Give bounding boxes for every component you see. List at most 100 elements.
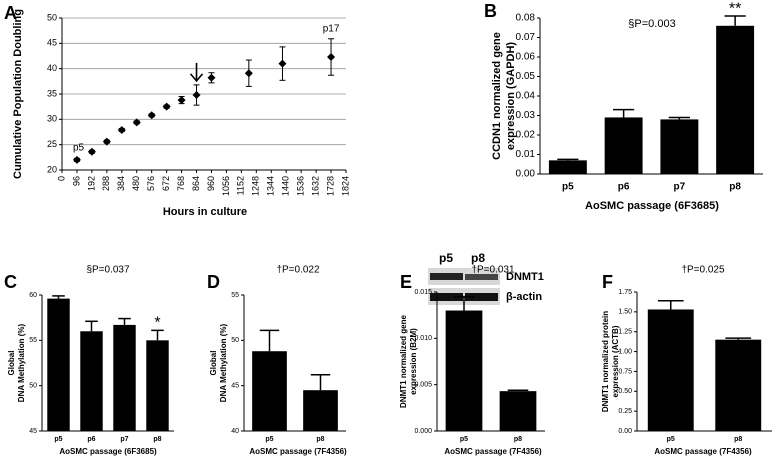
x-tick-label: 1728 xyxy=(325,176,335,196)
bar xyxy=(604,117,643,174)
x-tick-label: p5 xyxy=(265,436,273,443)
x-tick-label: 1152 xyxy=(236,176,246,195)
y-axis-label: DNMT1 normalized gene xyxy=(399,315,408,408)
data-point xyxy=(207,73,216,82)
panel: F †P=0.025 DNMT1 normalized protein express… xyxy=(601,265,772,456)
y-tick-label: 55 xyxy=(29,337,37,344)
y-axis-label: DNA Methylation (%) xyxy=(17,323,26,402)
x-tick-label: 960 xyxy=(206,176,216,191)
x-tick-label: p6 xyxy=(87,436,95,443)
x-tick-label: 1440 xyxy=(281,176,291,196)
y-tick-label: 20 xyxy=(47,164,57,174)
y-tick-label: 45 xyxy=(47,38,57,48)
y-tick-label: 50 xyxy=(47,12,57,22)
y-tick-label: 25 xyxy=(47,139,57,149)
x-tick-label: p5 xyxy=(562,182,574,193)
blot-band xyxy=(465,274,498,280)
data-point xyxy=(72,155,81,164)
chart-title: †P=0.022 xyxy=(276,265,320,276)
y-tick-label: 1.50 xyxy=(618,309,632,316)
data-point xyxy=(192,91,201,100)
y-tick-label: 1.75 xyxy=(618,289,632,296)
y-tick-label: 60 xyxy=(29,292,37,299)
x-tick-label: p8 xyxy=(316,436,324,443)
y-tick-label: 0.00 xyxy=(516,169,536,180)
bar xyxy=(47,298,70,431)
x-tick-label: p8 xyxy=(729,182,741,193)
data-point xyxy=(132,118,141,127)
y-tick-label: 1.25 xyxy=(618,329,632,336)
blot-band xyxy=(465,293,498,301)
x-tick-label: 288 xyxy=(101,176,111,191)
y-axis-label: Cumulative Population Doubling xyxy=(12,9,24,179)
y-tick-label: 0.05 xyxy=(516,71,536,82)
annotation: p5 xyxy=(73,143,85,154)
x-tick-label: 384 xyxy=(116,176,126,191)
panel: D †P=0.022 Global DNA Methylation (%) AoSMC … xyxy=(207,265,347,456)
y-axis-label: CCDN1 normalized gene xyxy=(491,32,503,160)
panel-letter: F xyxy=(602,272,613,292)
panel-letter: A xyxy=(4,3,17,23)
panel: C §P=0.037 Global DNA Methylation (%) AoSMC … xyxy=(4,265,174,456)
y-tick-label: 35 xyxy=(47,88,57,98)
y-tick-label: 45 xyxy=(29,428,37,435)
y-tick-label: 50 xyxy=(29,383,37,390)
panel-letter: B xyxy=(484,1,497,21)
data-point xyxy=(147,111,156,120)
bar xyxy=(146,340,169,431)
chart-title: †P=0.031 xyxy=(471,265,515,276)
x-tick-label: 864 xyxy=(191,176,201,191)
x-tick-label: p6 xyxy=(618,182,630,193)
panel-letter: D xyxy=(207,272,220,292)
y-tick-label: 0.00 xyxy=(618,428,632,435)
panel: E †P=0.031 DNMT1 normalized gene expression… xyxy=(399,265,545,456)
x-tick-label: 1536 xyxy=(296,176,306,196)
x-tick-label: p5 xyxy=(54,436,62,443)
y-tick-label: 0.010 xyxy=(414,335,432,342)
bar xyxy=(252,351,287,431)
y-axis-label: expression (GAPDH) xyxy=(505,42,517,151)
y-tick-label: 0.07 xyxy=(516,32,536,43)
data-point xyxy=(102,137,111,146)
y-tick-label: 0.08 xyxy=(516,13,536,24)
x-tick-label: 0 xyxy=(56,176,66,181)
bar xyxy=(80,331,103,431)
x-tick-label: 1632 xyxy=(310,176,320,196)
y-tick-label: 0.01 xyxy=(516,149,536,160)
x-tick-label: p7 xyxy=(120,436,128,443)
x-axis-label: AoSMC passage (6F3685) xyxy=(585,200,719,212)
panel-letter: C xyxy=(4,272,17,292)
y-tick-label: 55 xyxy=(231,292,239,299)
chart-title: †P=0.025 xyxy=(681,265,725,276)
y-tick-label: 0.50 xyxy=(618,388,632,395)
bar xyxy=(548,160,587,174)
data-point xyxy=(162,102,171,111)
y-axis-label: expression (B2M) xyxy=(409,328,418,395)
bar xyxy=(660,119,699,174)
x-tick-label: p8 xyxy=(153,436,161,443)
data-point xyxy=(278,59,287,68)
significance-label: ** xyxy=(729,0,741,17)
blot-band xyxy=(430,293,463,301)
blot-row-label: DNMT1 xyxy=(506,271,544,283)
x-tick-label: 1344 xyxy=(266,176,276,196)
y-tick-label: 0.02 xyxy=(516,130,536,141)
y-tick-label: 0.75 xyxy=(618,368,632,375)
x-tick-label: 192 xyxy=(86,176,96,191)
bar xyxy=(303,390,338,431)
bar xyxy=(647,309,694,431)
x-tick-label: 576 xyxy=(146,176,156,191)
y-axis-label: expression (ACTB) xyxy=(611,325,620,397)
x-tick-label: 96 xyxy=(71,176,81,186)
y-tick-label: 30 xyxy=(47,114,57,124)
y-tick-label: 0.06 xyxy=(516,52,536,63)
x-axis-label: Hours in culture xyxy=(163,206,247,218)
chart-title: §P=0.037 xyxy=(86,265,130,276)
y-tick-label: 0.000 xyxy=(414,428,432,435)
western-blot: p5 p8 DNMT1 β-actin xyxy=(428,251,544,305)
y-tick-label: 0.015 xyxy=(414,289,432,296)
x-axis-label: AoSMC passage (7F4356) xyxy=(444,447,542,456)
x-tick-label: 768 xyxy=(176,176,186,191)
y-axis-label: DNMT1 normalized protein xyxy=(601,311,610,412)
